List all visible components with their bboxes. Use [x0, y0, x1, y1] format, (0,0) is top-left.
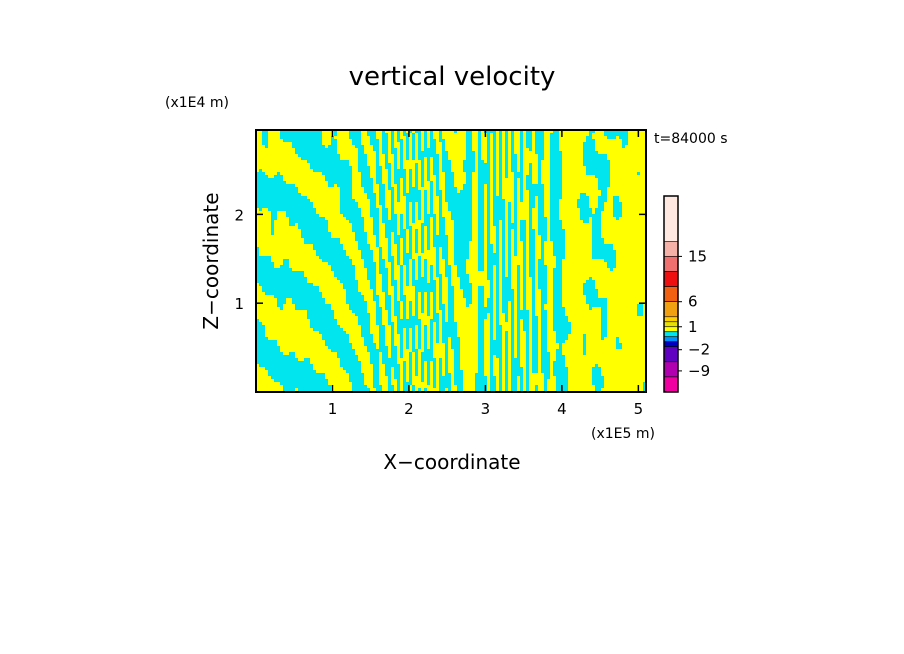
colorbar-label: −2 — [688, 341, 710, 359]
colorbar-band — [663, 321, 679, 328]
x-axis-label: X−coordinate — [383, 450, 520, 474]
chart-title: vertical velocity — [349, 62, 556, 92]
colorbar-label: 6 — [688, 293, 698, 311]
colorbar-band — [663, 301, 679, 318]
colorbar-band — [663, 326, 679, 333]
colorbar-band — [663, 346, 679, 363]
colorbar-band — [663, 316, 679, 323]
colorbar — [663, 195, 679, 393]
y-axis: 12 — [234, 206, 646, 313]
colorbar-band — [663, 331, 679, 338]
colorbar-label: 1 — [688, 318, 698, 336]
colorbar-band — [663, 376, 679, 393]
colorbar-labels: 15 6 1 −2 −9 — [678, 247, 710, 380]
colorbar-frame — [663, 195, 679, 393]
x-axis-unit: (x1E5 m) — [591, 426, 655, 442]
y-axis-unit: (x1E4 m) — [165, 95, 229, 111]
x-tick-label: 3 — [481, 400, 491, 418]
colorbar-band — [663, 195, 679, 242]
colorbar-band — [663, 286, 679, 303]
colorbar-band — [663, 341, 679, 347]
x-tick-label: 4 — [557, 400, 567, 418]
x-tick-label: 5 — [634, 400, 644, 418]
y-tick-label: 2 — [234, 206, 244, 224]
colorbar-band — [663, 336, 679, 343]
plot-frame — [255, 129, 647, 393]
y-axis-label: Z−coordinate — [199, 192, 223, 329]
colorbar-band — [663, 271, 679, 287]
x-axis: 1 2 3 4 5 — [328, 130, 643, 418]
colorbar-label: 15 — [688, 247, 707, 265]
colorbar-band — [663, 241, 679, 257]
x-tick-label: 2 — [404, 400, 414, 418]
colorbar-label: −9 — [688, 362, 710, 380]
time-label: t=84000 s — [654, 131, 728, 147]
x-tick-label: 1 — [328, 400, 338, 418]
colorbar-band — [663, 361, 679, 378]
y-tick-label: 1 — [234, 295, 244, 313]
colorbar-band — [663, 256, 679, 272]
velocity-field — [256, 130, 646, 392]
